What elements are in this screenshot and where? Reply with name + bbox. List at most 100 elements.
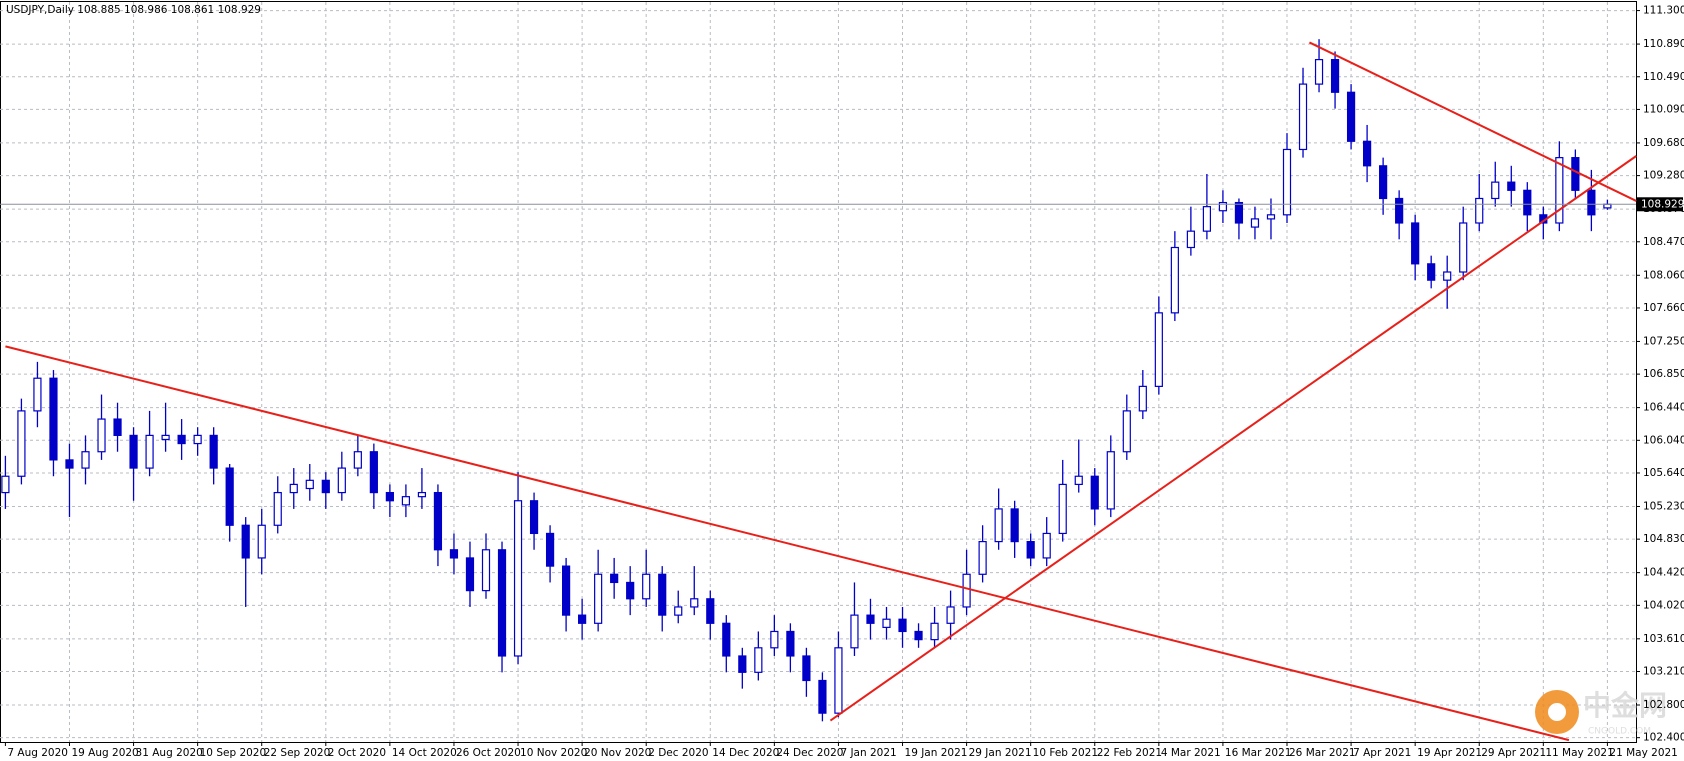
x-tick-label: 29 Apr 2021 (1481, 747, 1546, 759)
x-tick-label: 19 Aug 2020 (71, 747, 138, 759)
x-tick-label: 19 Jan 2021 (905, 747, 968, 759)
candle-body (866, 614, 875, 624)
plot-frame (0, 1, 1637, 743)
candle-body (898, 618, 907, 633)
candle-body (273, 491, 282, 526)
candle-body (1234, 201, 1244, 224)
candle-body (417, 491, 427, 498)
candle-body (1395, 197, 1404, 224)
trend-line (5, 345, 1570, 742)
candle-body (850, 614, 859, 649)
candle-body (882, 618, 891, 628)
watermark-text: 中金网 (1583, 689, 1667, 722)
y-tick-label: 110.890 (1643, 38, 1684, 50)
candle-body (1026, 541, 1035, 559)
candle-body (1010, 508, 1019, 543)
y-tick-label: 109.680 (1643, 137, 1684, 149)
candle-body (289, 483, 298, 494)
candle-body (81, 451, 90, 469)
candle-body (401, 496, 410, 506)
candle-body (1330, 58, 1340, 93)
candle-body (97, 418, 106, 453)
candle-body (1362, 140, 1372, 167)
candle-body (1427, 263, 1436, 281)
candle-body (1443, 271, 1452, 281)
candle-body (722, 622, 731, 657)
y-tick-label: 102.800 (1643, 699, 1684, 711)
y-tick-label: 104.830 (1643, 533, 1684, 545)
candle-body (1058, 483, 1067, 535)
y-tick-label: 108.470 (1643, 236, 1684, 248)
candle-body (642, 573, 651, 600)
y-tick-label: 106.440 (1643, 402, 1684, 414)
price-label-box (1637, 197, 1683, 212)
candle-body (49, 377, 58, 461)
y-tick-label: 110.490 (1643, 71, 1684, 83)
candle-body (818, 679, 827, 714)
candle-body (1379, 165, 1388, 200)
x-tick-label: 10 Nov 2020 (520, 747, 587, 759)
y-tick-label: 108.060 (1643, 269, 1684, 281)
candle-body (1250, 218, 1260, 228)
candle-body (1, 475, 10, 494)
candle-body (578, 614, 587, 624)
candle-body (545, 532, 555, 567)
candle-body (1090, 475, 1099, 510)
candle-body (385, 491, 394, 502)
candle-body (1603, 203, 1612, 209)
candle-body (337, 467, 346, 494)
x-tick-label: 10 Feb 2021 (1033, 747, 1098, 759)
candle-body (626, 581, 635, 600)
x-tick-label: 29 Jan 2021 (969, 747, 1032, 759)
candle-body (930, 622, 939, 641)
candle-body (914, 630, 923, 641)
watermark: 中金网 CNGOLD.COM (1535, 689, 1667, 737)
candle-body (17, 410, 26, 477)
x-tick-label: 7 Jan 2021 (840, 747, 896, 759)
candle-body (1587, 189, 1596, 216)
candle-body (129, 434, 138, 469)
x-tick-label: 7 Aug 2020 (7, 747, 68, 759)
x-tick-label: 20 Nov 2020 (584, 747, 651, 759)
x-tick-label: 10 Sep 2020 (200, 747, 267, 759)
x-tick-label: 2 Oct 2020 (328, 747, 386, 759)
candle-body (1571, 157, 1580, 191)
candle-body (1346, 91, 1356, 142)
candle-body (610, 573, 619, 584)
y-tick-label: 104.420 (1643, 567, 1684, 579)
price-label: 108.929 (1641, 198, 1684, 210)
candle-body (161, 434, 170, 441)
y-tick-label: 104.020 (1643, 599, 1684, 611)
candle-body (834, 647, 843, 714)
candle-body (1106, 451, 1115, 510)
candle-body (481, 549, 491, 592)
x-tick-label: 7 Apr 2021 (1353, 747, 1411, 759)
candle-body (1218, 201, 1228, 212)
candle-body (241, 524, 250, 559)
grid (0, 2, 1636, 742)
candle-body (65, 459, 74, 469)
candle-body (802, 655, 811, 682)
y-tick-label: 103.610 (1643, 633, 1684, 645)
candle-body (1138, 385, 1147, 412)
y-tick-label: 105.640 (1643, 467, 1684, 479)
candle-body (1186, 230, 1195, 249)
y-tick-label: 105.230 (1643, 500, 1684, 512)
trend-line (1308, 41, 1637, 202)
watermark-sub: CNGOLD.COM (1588, 727, 1651, 737)
candle-body (690, 598, 699, 608)
candle-body (145, 434, 154, 469)
candle-body (1074, 475, 1083, 486)
candle-body (257, 524, 266, 559)
candle-body (305, 479, 314, 490)
candle-body (1042, 532, 1051, 559)
candle-body (994, 508, 1003, 543)
candle-body (369, 451, 378, 494)
x-tick-label: 22 Sep 2020 (264, 747, 331, 759)
x-tick-label: 16 Mar 2021 (1225, 747, 1292, 759)
x-tick-label: 26 Oct 2020 (456, 747, 521, 759)
candle-body (177, 434, 186, 445)
candle-body (1555, 157, 1564, 224)
candle-body (1491, 181, 1500, 200)
